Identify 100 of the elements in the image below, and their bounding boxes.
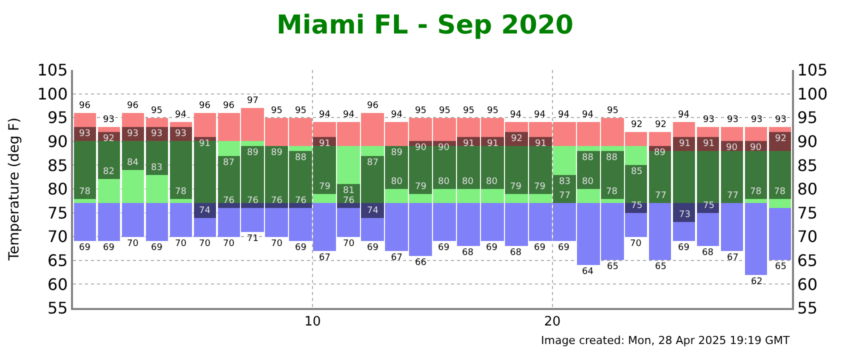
annotation: 94: [391, 110, 403, 120]
annotation: 92: [103, 134, 114, 144]
annotation: 89: [247, 148, 259, 158]
bar: [170, 199, 192, 203]
annotation: 96: [199, 101, 211, 111]
annotation: 94: [319, 110, 331, 120]
annotation: 88: [582, 153, 594, 163]
annotation: 95: [415, 106, 426, 116]
annotation: 62: [751, 277, 762, 287]
bar: [98, 127, 120, 132]
annotation: 94: [558, 110, 570, 120]
annotation: 89: [391, 148, 403, 158]
annotation: 90: [750, 143, 762, 153]
annotation: 75: [703, 201, 714, 211]
bar: [98, 141, 120, 179]
annotation: 67: [319, 253, 330, 263]
annotation: 91: [199, 139, 210, 149]
bar: [146, 141, 168, 175]
bar: [122, 113, 144, 127]
annotation: 96: [223, 101, 235, 111]
y2-tick-label: 105: [797, 60, 828, 80]
y-tick-label: 100: [37, 84, 68, 104]
y-tick-label: 70: [47, 227, 68, 246]
bar: [146, 203, 168, 241]
y-tick-label: 80: [47, 180, 68, 199]
bar: [697, 203, 719, 213]
annotation: 78: [79, 187, 91, 197]
annotation: 80: [462, 177, 474, 187]
annotation: 94: [582, 110, 594, 120]
y-tick-label: 75: [47, 203, 68, 222]
annotation: 92: [511, 134, 522, 144]
annotation: 69: [486, 243, 498, 253]
y2-tick-label: 90: [797, 132, 818, 151]
annotation: 93: [103, 115, 114, 125]
annotation: 83: [559, 177, 570, 187]
annotation: 68: [510, 248, 522, 258]
annotation: 95: [607, 106, 618, 116]
annotation: 81: [343, 186, 354, 196]
annotation: 76: [295, 196, 307, 206]
annotation: 80: [582, 177, 594, 187]
bar: [769, 127, 791, 132]
annotation: 93: [79, 129, 90, 139]
bar: [74, 199, 96, 203]
bar: [745, 151, 767, 199]
bar: [98, 179, 120, 203]
annotation: 69: [79, 243, 91, 253]
bar: [745, 127, 767, 141]
annotation: 69: [558, 243, 570, 253]
bar: [673, 122, 695, 137]
y2-tick-label: 55: [797, 298, 818, 318]
annotation: 75: [631, 201, 642, 211]
y2-tick-label: 100: [797, 84, 828, 104]
y2-tick-label: 85: [797, 156, 818, 175]
annotation: 69: [295, 243, 307, 253]
annotation: 88: [606, 153, 618, 163]
annotation: 95: [439, 106, 450, 116]
chart-title: Miami FL - Sep 2020: [276, 10, 574, 41]
bar: [146, 175, 168, 203]
annotation: 93: [127, 129, 138, 139]
y2-tick-label: 95: [797, 108, 818, 128]
annotation: 91: [319, 139, 330, 149]
bar: [194, 113, 216, 137]
annotation: 70: [175, 239, 187, 249]
y-tick-label: 90: [47, 132, 68, 151]
bar: [74, 141, 96, 199]
annotation: 82: [103, 167, 114, 177]
annotation: 94: [343, 110, 355, 120]
annotation: 70: [271, 239, 283, 249]
annotation: 90: [726, 143, 738, 153]
y2-tick-label: 65: [797, 251, 818, 270]
annotation: 91: [535, 139, 546, 149]
annotation: 69: [678, 243, 690, 253]
annotation: 74: [367, 206, 379, 216]
annotation: 96: [79, 101, 91, 111]
bar: [122, 170, 144, 203]
annotation: 69: [438, 243, 450, 253]
y-tick-label: 95: [47, 108, 68, 128]
annotation: 64: [582, 267, 594, 277]
annotation: 65: [607, 262, 618, 272]
bar: [769, 132, 791, 151]
annotation: 96: [127, 101, 139, 111]
bar: [673, 222, 695, 241]
annotation: 79: [534, 182, 546, 192]
annotation: 69: [151, 243, 163, 253]
text: Image created: Mon, 28 Apr 2025 19:19 GMT: [541, 334, 790, 347]
bar: [194, 141, 216, 203]
annotation: 94: [678, 110, 690, 120]
annotation: 69: [534, 243, 546, 253]
y-tick-label: 105: [37, 60, 68, 80]
x-tick-label: 20: [544, 314, 561, 330]
bar: [170, 122, 192, 127]
annotation: 95: [151, 106, 162, 116]
annotation: 67: [391, 253, 402, 263]
y-tick-label: 60: [47, 274, 68, 294]
annotation: 68: [702, 248, 714, 258]
annotation: 91: [463, 139, 474, 149]
bar: [769, 208, 791, 260]
annotation: 65: [655, 262, 666, 272]
annotation: 71: [247, 234, 258, 244]
annotation: 94: [534, 110, 546, 120]
